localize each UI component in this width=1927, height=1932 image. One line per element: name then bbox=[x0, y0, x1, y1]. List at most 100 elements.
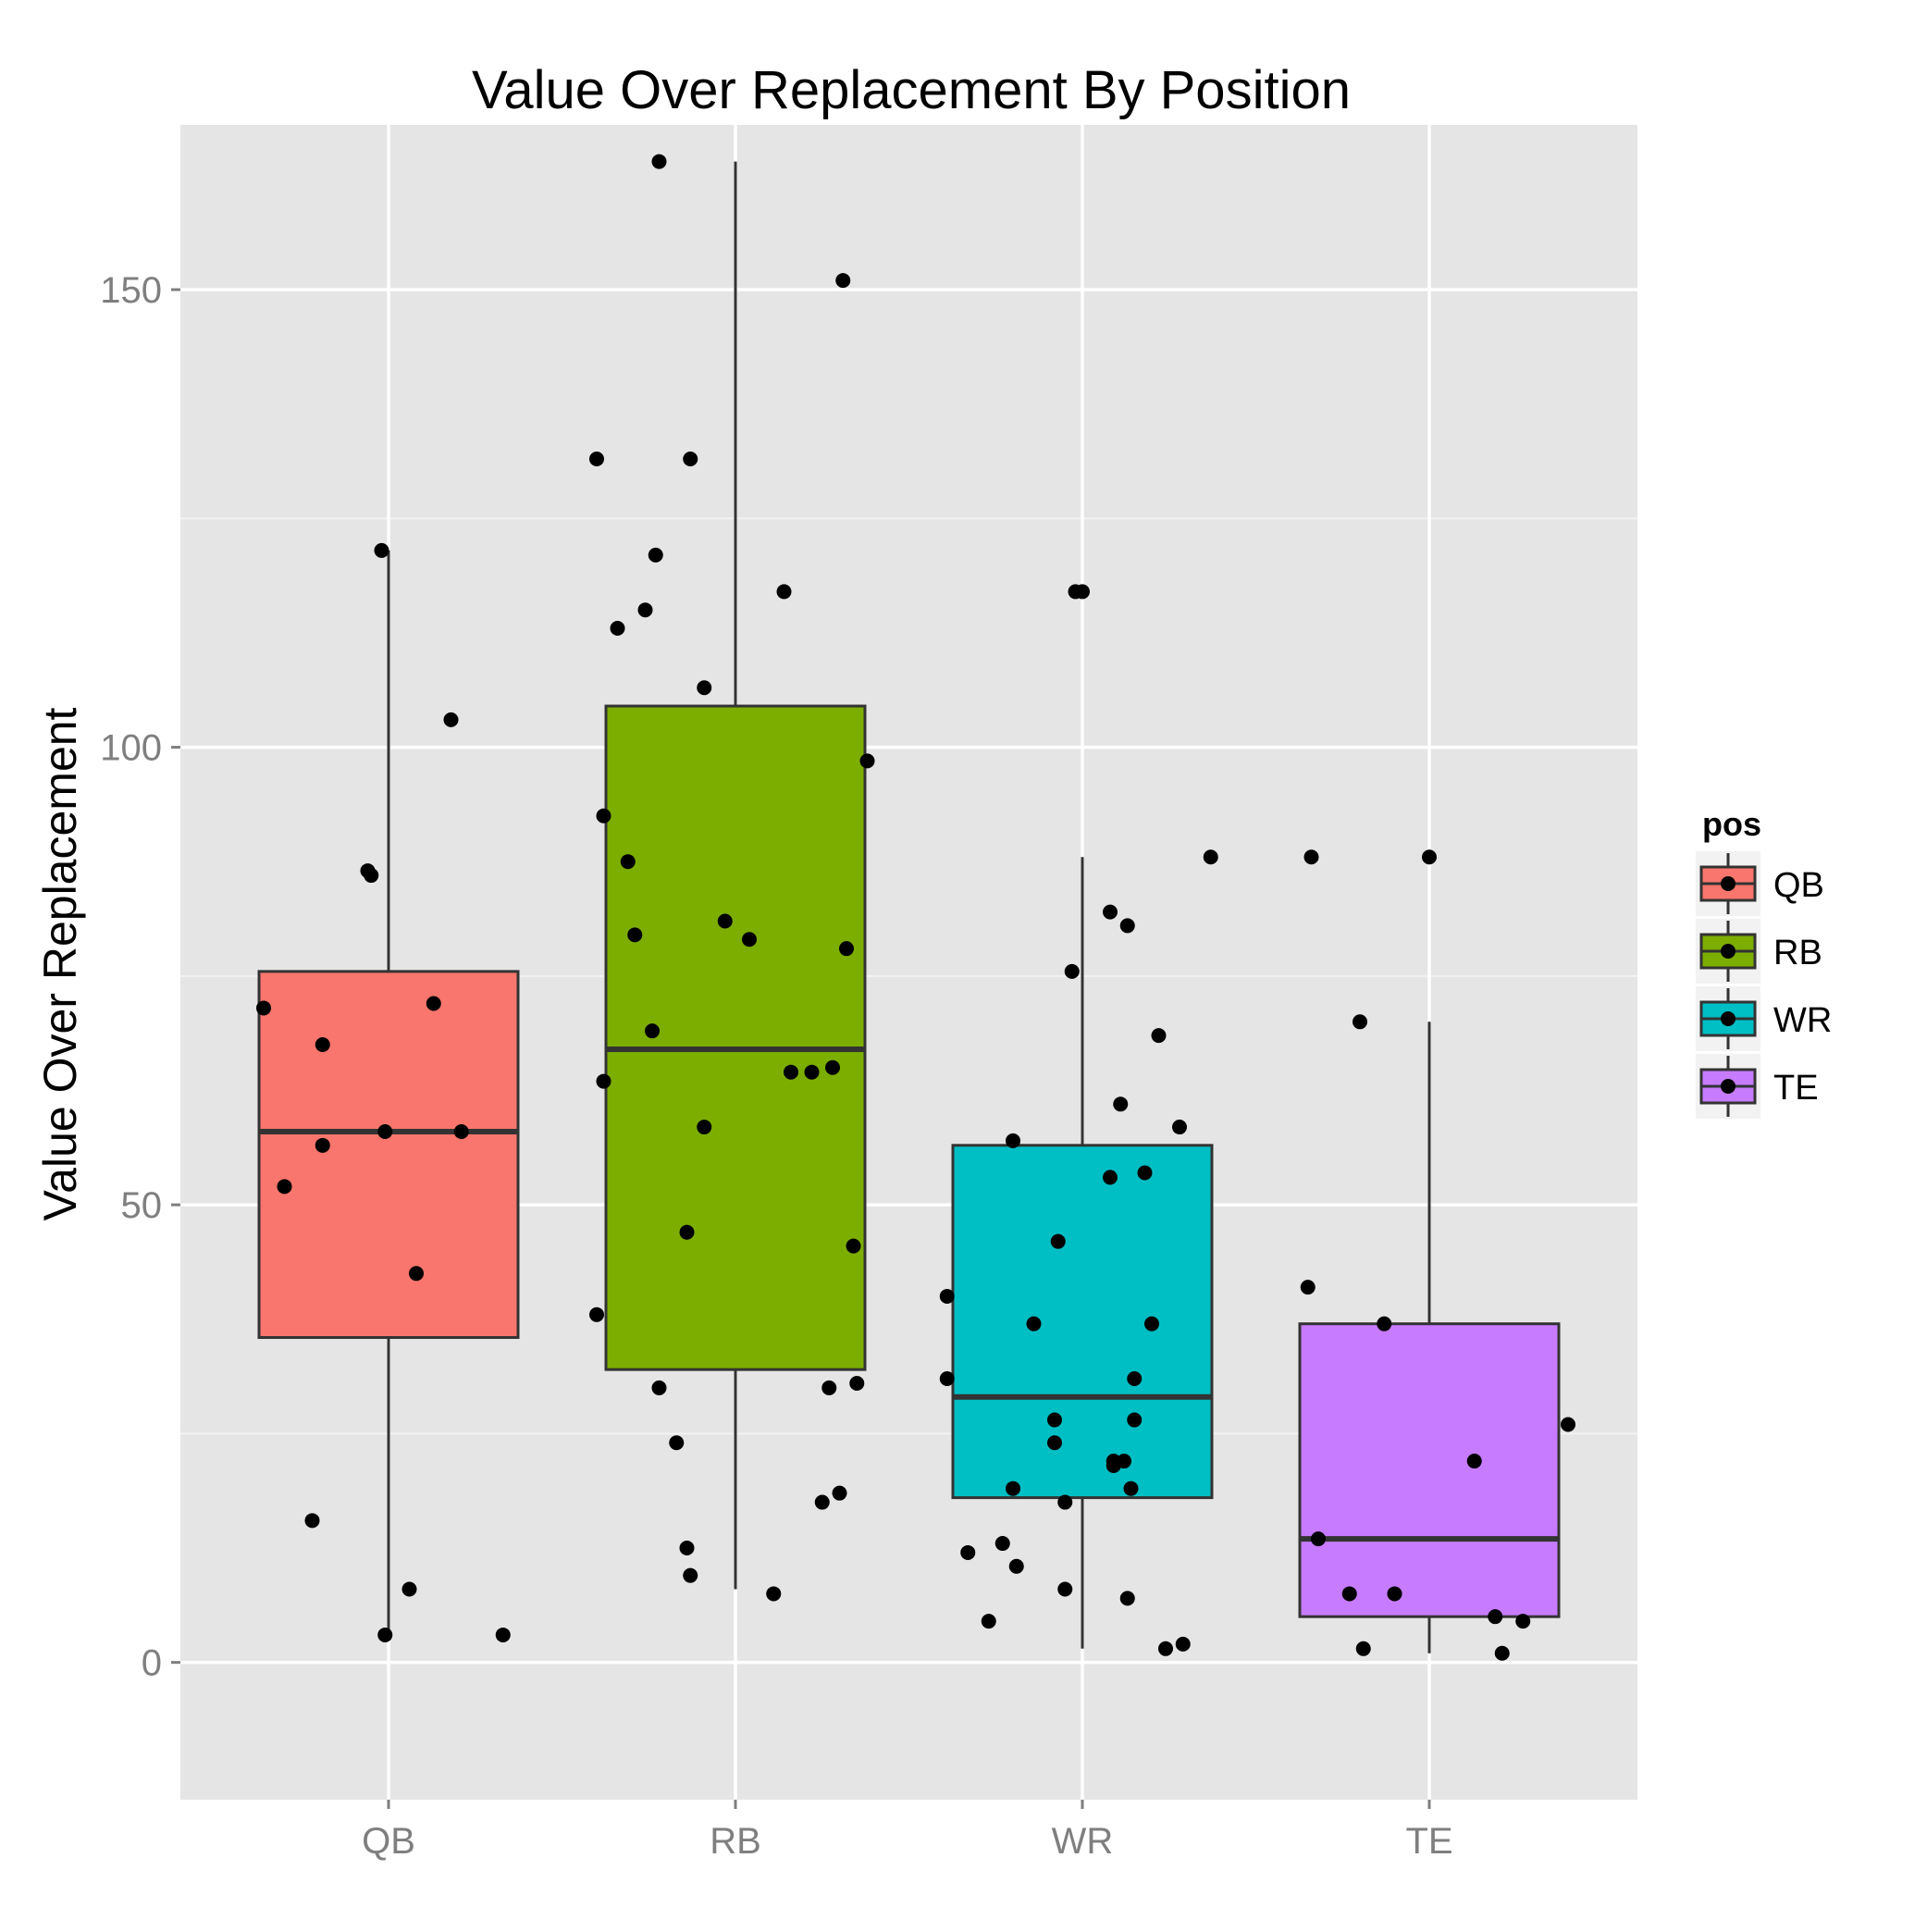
data-point bbox=[1047, 1412, 1062, 1428]
legend-item-wr: WR bbox=[1696, 986, 1832, 1051]
legend-key-point bbox=[1721, 944, 1736, 959]
data-point bbox=[1387, 1586, 1402, 1602]
box-te bbox=[1298, 1022, 1561, 1653]
data-point bbox=[669, 1435, 685, 1451]
box-body bbox=[951, 1144, 1214, 1500]
legend-item-qb: QB bbox=[1696, 851, 1824, 916]
legend-key-point bbox=[1721, 1011, 1736, 1026]
data-point bbox=[1103, 904, 1118, 920]
legend-item-te: TE bbox=[1696, 1054, 1819, 1119]
data-point bbox=[960, 1544, 976, 1560]
data-point bbox=[1008, 1558, 1024, 1574]
data-point bbox=[426, 996, 441, 1011]
data-point bbox=[821, 1380, 837, 1395]
legend-key-point bbox=[1721, 1079, 1736, 1094]
data-point bbox=[1175, 1636, 1191, 1652]
data-point bbox=[1075, 584, 1090, 600]
data-point bbox=[1311, 1531, 1326, 1547]
data-point bbox=[1515, 1614, 1531, 1629]
data-point bbox=[1300, 1280, 1316, 1295]
box-body bbox=[1298, 1322, 1561, 1618]
data-point bbox=[453, 1123, 469, 1139]
data-point bbox=[1050, 1233, 1066, 1249]
data-point bbox=[846, 1238, 861, 1254]
data-point bbox=[1422, 849, 1437, 865]
data-point bbox=[1123, 1480, 1139, 1496]
legend: pos QB RB WR TE bbox=[1696, 805, 1832, 1119]
data-point bbox=[1119, 1591, 1135, 1606]
legend-item-rb: RB bbox=[1696, 919, 1822, 984]
data-point bbox=[1303, 849, 1319, 865]
chart-title: Value Over Replacement By Position bbox=[472, 60, 1351, 120]
data-point bbox=[589, 452, 604, 467]
data-point bbox=[1047, 1435, 1062, 1451]
y-tick-label: 0 bbox=[142, 1643, 162, 1684]
data-point bbox=[495, 1627, 511, 1642]
data-point bbox=[1151, 1028, 1167, 1044]
data-point bbox=[835, 273, 851, 289]
data-point bbox=[377, 1627, 393, 1642]
legend-label: TE bbox=[1773, 1069, 1819, 1108]
box-wr bbox=[951, 857, 1214, 1649]
x-tick-label: RB bbox=[710, 1821, 761, 1862]
y-tick-label: 100 bbox=[100, 728, 162, 769]
data-point bbox=[304, 1513, 320, 1529]
box-body bbox=[257, 970, 520, 1340]
y-tick-label: 50 bbox=[121, 1185, 163, 1226]
data-point bbox=[645, 1023, 660, 1039]
data-point bbox=[1113, 1096, 1129, 1112]
data-point bbox=[697, 1120, 712, 1135]
data-point bbox=[620, 854, 636, 870]
data-point bbox=[717, 913, 733, 929]
data-point bbox=[1355, 1641, 1371, 1656]
data-point bbox=[596, 808, 611, 824]
data-point bbox=[766, 1586, 782, 1602]
data-point bbox=[651, 154, 667, 169]
data-point bbox=[315, 1137, 330, 1153]
data-point bbox=[814, 1494, 830, 1510]
x-tick-label: QB bbox=[362, 1821, 415, 1862]
y-tick-label: 150 bbox=[100, 270, 162, 311]
data-point bbox=[825, 1059, 840, 1075]
data-point bbox=[981, 1614, 996, 1629]
data-point bbox=[315, 1037, 330, 1053]
y-axis-title: Value Over Replacement bbox=[34, 707, 86, 1220]
x-tick-label: WR bbox=[1052, 1821, 1114, 1862]
data-point bbox=[1026, 1316, 1042, 1331]
box-layer bbox=[257, 161, 1561, 1653]
data-point bbox=[443, 712, 459, 727]
data-point bbox=[1466, 1454, 1482, 1469]
data-point bbox=[1203, 849, 1218, 865]
data-point bbox=[1057, 1494, 1073, 1510]
data-point bbox=[784, 1064, 798, 1080]
box-qb bbox=[257, 550, 520, 1635]
data-point bbox=[683, 1567, 698, 1583]
data-point bbox=[401, 1581, 417, 1597]
data-point bbox=[679, 1224, 695, 1240]
data-point bbox=[832, 1485, 847, 1501]
x-tick-label: TE bbox=[1405, 1821, 1452, 1862]
data-point bbox=[648, 547, 663, 563]
data-point bbox=[839, 941, 854, 957]
data-point bbox=[1377, 1316, 1392, 1331]
data-point bbox=[627, 927, 643, 943]
data-point bbox=[1488, 1609, 1503, 1625]
data-point bbox=[277, 1179, 292, 1195]
data-point bbox=[651, 1380, 667, 1395]
data-point bbox=[994, 1536, 1010, 1552]
data-point bbox=[1127, 1371, 1143, 1387]
data-point bbox=[1144, 1316, 1159, 1331]
legend-key-point bbox=[1721, 876, 1736, 891]
data-point bbox=[256, 1000, 271, 1016]
data-point bbox=[1117, 1454, 1131, 1469]
data-point bbox=[1158, 1641, 1173, 1656]
box-body bbox=[604, 704, 867, 1371]
data-point bbox=[1064, 963, 1080, 979]
data-point bbox=[1494, 1645, 1510, 1661]
data-point bbox=[1137, 1165, 1153, 1181]
legend-title: pos bbox=[1702, 805, 1761, 843]
data-point bbox=[596, 1073, 611, 1089]
data-point bbox=[374, 542, 389, 558]
